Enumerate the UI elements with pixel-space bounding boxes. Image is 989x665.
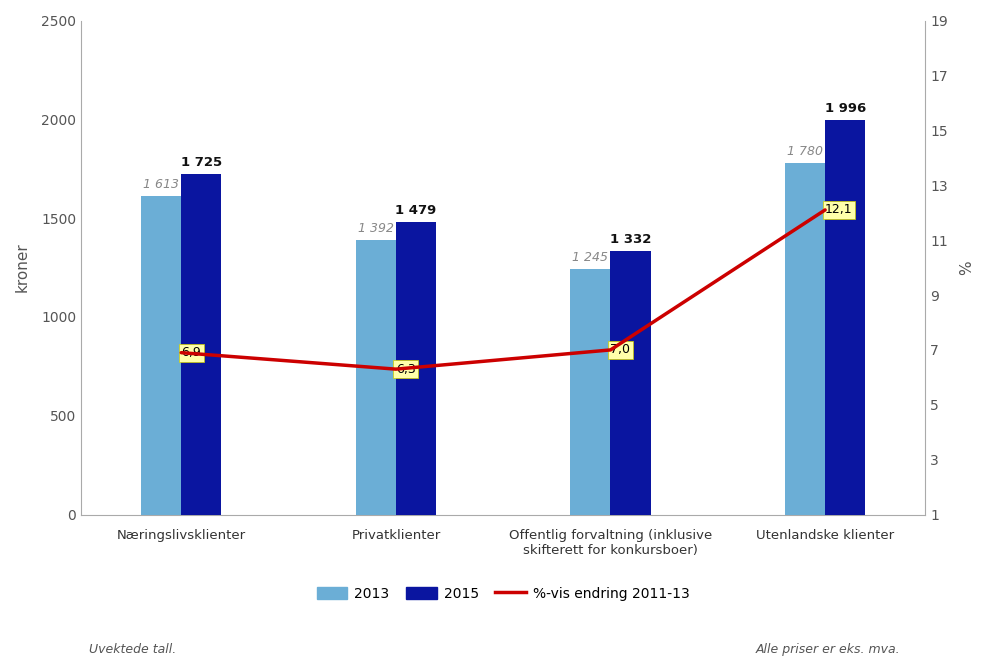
Text: 1 245: 1 245 xyxy=(573,251,608,263)
Bar xyxy=(181,174,222,515)
Bar xyxy=(141,196,181,515)
Text: 6,9: 6,9 xyxy=(181,346,201,359)
Text: Uvektede tall.: Uvektede tall. xyxy=(89,643,176,656)
Bar xyxy=(610,251,651,515)
Bar xyxy=(825,120,865,515)
Bar xyxy=(356,239,396,515)
Text: 1 725: 1 725 xyxy=(181,156,222,169)
Y-axis label: kroner: kroner xyxy=(15,243,30,293)
Text: 1 392: 1 392 xyxy=(358,221,394,235)
Text: 1 332: 1 332 xyxy=(610,233,651,247)
Text: 1 613: 1 613 xyxy=(143,178,179,191)
Text: 1 996: 1 996 xyxy=(825,102,865,115)
Text: 1 780: 1 780 xyxy=(787,145,823,158)
Y-axis label: %: % xyxy=(959,260,974,275)
Bar xyxy=(396,222,436,515)
Legend: 2013, 2015, %-vis endring 2011-13: 2013, 2015, %-vis endring 2011-13 xyxy=(312,581,695,606)
Text: 6,3: 6,3 xyxy=(396,362,415,376)
Text: 7,0: 7,0 xyxy=(610,343,631,356)
Bar xyxy=(571,269,610,515)
Text: Alle priser er eks. mva.: Alle priser er eks. mva. xyxy=(756,643,900,656)
Text: 1 479: 1 479 xyxy=(396,204,436,217)
Text: 12,1: 12,1 xyxy=(825,203,853,216)
Bar xyxy=(785,163,825,515)
